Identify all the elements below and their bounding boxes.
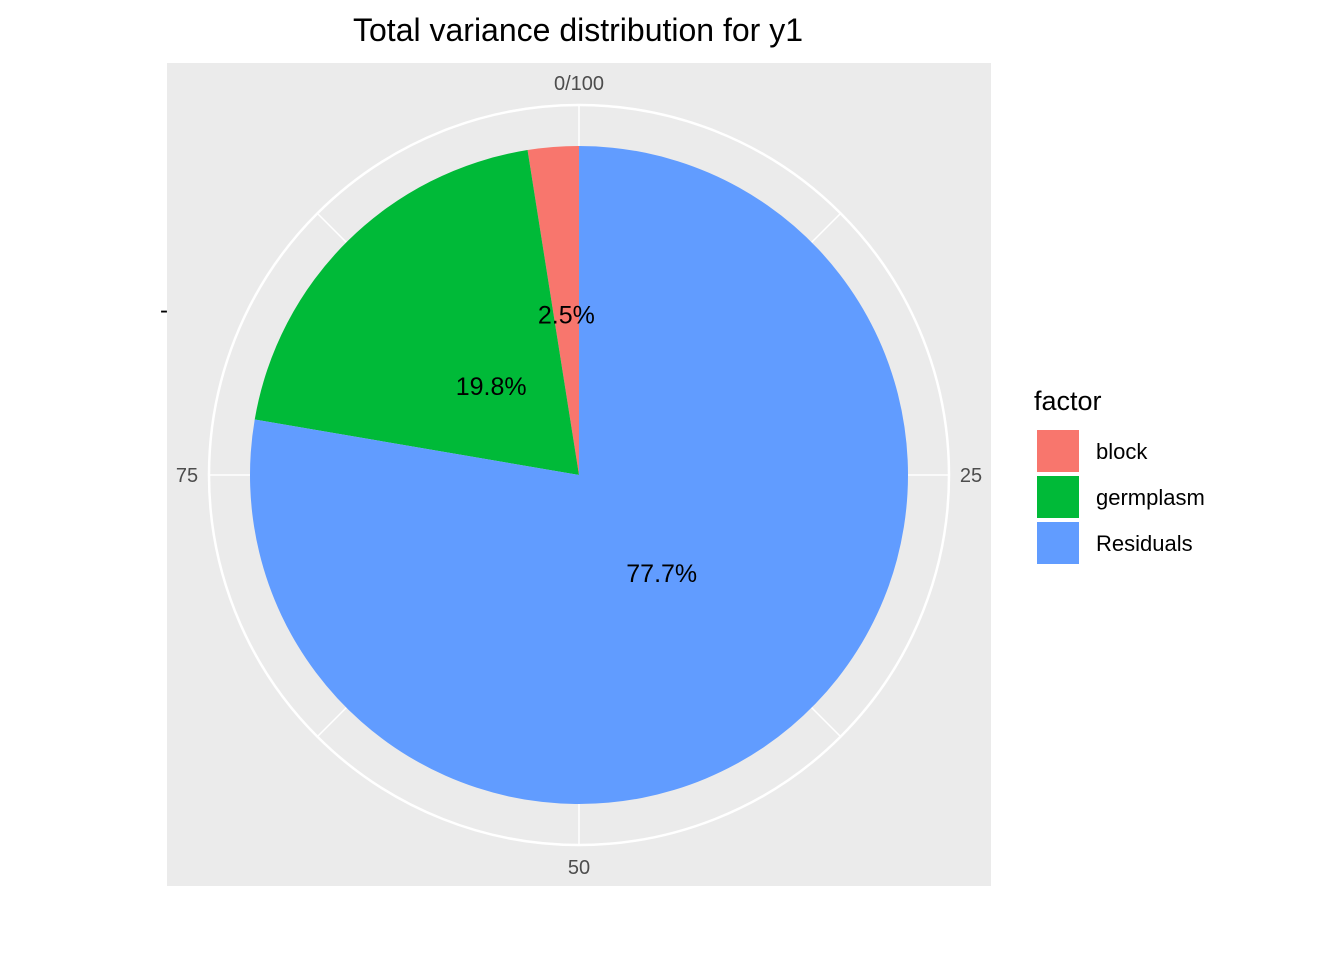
chart-title: Total variance distribution for y1 <box>353 12 803 48</box>
slice-label-residuals: 77.7% <box>626 560 697 588</box>
pie-slice-block <box>527 146 579 475</box>
legend-label-residuals: Residuals <box>1096 531 1193 556</box>
legend: factor block germplasm Residuals <box>1034 386 1205 564</box>
legend-label-block: block <box>1096 439 1148 464</box>
pie-slice-germplasm <box>254 150 579 475</box>
legend-key-residuals <box>1037 522 1079 564</box>
angular-tick-label: 25 <box>960 465 982 487</box>
angular-tick-label: 50 <box>568 857 590 879</box>
y-axis-label: - <box>160 297 168 324</box>
legend-label-germplasm: germplasm <box>1096 485 1205 510</box>
legend-key-germplasm <box>1037 476 1079 518</box>
pie-slices <box>250 146 908 804</box>
slice-labels: 2.5% 19.8% 77.7% <box>456 301 697 588</box>
legend-title: factor <box>1034 386 1102 416</box>
pie-slice-residuals <box>250 146 908 804</box>
angular-tick-labels: 0/100 25 50 75 <box>176 73 982 879</box>
angular-tick-label: 0/100 <box>554 73 604 95</box>
slice-label-germplasm: 19.8% <box>456 373 527 401</box>
slice-label-block: 2.5% <box>538 301 595 329</box>
angular-tick-label: 75 <box>176 465 198 487</box>
legend-key-block <box>1037 430 1079 472</box>
